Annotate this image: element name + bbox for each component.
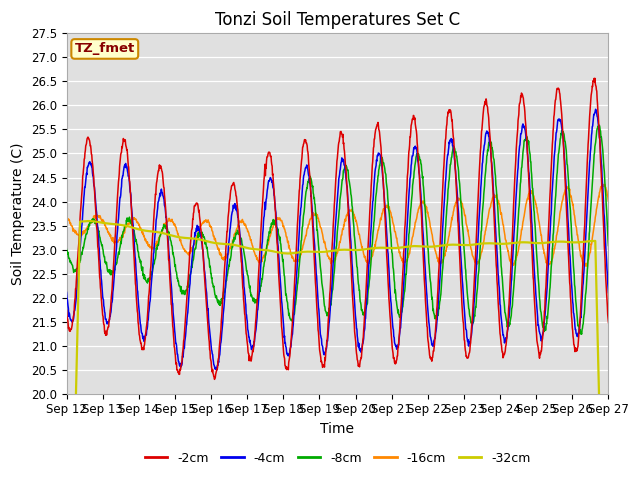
-32cm	[493, 241, 500, 247]
-32cm	[244, 245, 252, 251]
-2cm	[170, 337, 178, 343]
Text: TZ_fmet: TZ_fmet	[75, 42, 135, 56]
-8cm	[183, 287, 191, 292]
Legend: -2cm, -4cm, -8cm, -16cm, -32cm: -2cm, -4cm, -8cm, -16cm, -32cm	[140, 447, 536, 469]
Line: -16cm: -16cm	[67, 184, 609, 266]
-8cm	[170, 254, 178, 260]
-2cm	[183, 293, 191, 299]
-8cm	[577, 331, 585, 337]
-8cm	[422, 211, 429, 216]
-32cm	[85, 218, 93, 224]
-8cm	[244, 272, 252, 278]
-4cm	[183, 315, 191, 321]
Title: Tonzi Soil Temperatures Set C: Tonzi Soil Temperatures Set C	[215, 11, 460, 29]
-4cm	[244, 328, 252, 334]
-4cm	[493, 242, 500, 248]
-16cm	[244, 228, 252, 234]
-2cm	[422, 303, 429, 309]
-8cm	[595, 122, 603, 128]
-4cm	[592, 107, 600, 112]
-2cm	[591, 75, 599, 81]
-2cm	[63, 307, 70, 313]
-32cm	[170, 233, 178, 239]
-2cm	[493, 266, 500, 272]
-16cm	[170, 222, 178, 228]
-32cm	[541, 240, 548, 246]
-4cm	[541, 317, 548, 323]
-2cm	[605, 320, 612, 325]
-8cm	[605, 242, 612, 248]
-8cm	[63, 247, 70, 252]
-16cm	[63, 214, 70, 219]
-4cm	[170, 318, 178, 324]
-32cm	[422, 244, 429, 250]
-16cm	[598, 181, 606, 187]
-2cm	[211, 376, 218, 382]
-16cm	[582, 264, 590, 269]
-16cm	[605, 198, 612, 204]
X-axis label: Time: Time	[321, 422, 355, 436]
Line: -32cm: -32cm	[67, 221, 609, 480]
Line: -4cm: -4cm	[67, 109, 609, 370]
-2cm	[244, 349, 252, 355]
-16cm	[540, 251, 548, 256]
Line: -8cm: -8cm	[67, 125, 609, 334]
-8cm	[492, 185, 500, 191]
Y-axis label: Soil Temperature (C): Soil Temperature (C)	[11, 142, 25, 285]
-16cm	[492, 193, 500, 199]
-2cm	[541, 308, 548, 314]
-4cm	[422, 277, 429, 283]
-4cm	[213, 367, 221, 373]
-16cm	[422, 202, 429, 208]
Line: -2cm: -2cm	[67, 78, 609, 379]
-8cm	[540, 329, 548, 335]
-16cm	[183, 250, 191, 256]
-4cm	[605, 290, 612, 296]
-4cm	[63, 289, 70, 295]
-32cm	[184, 235, 191, 241]
